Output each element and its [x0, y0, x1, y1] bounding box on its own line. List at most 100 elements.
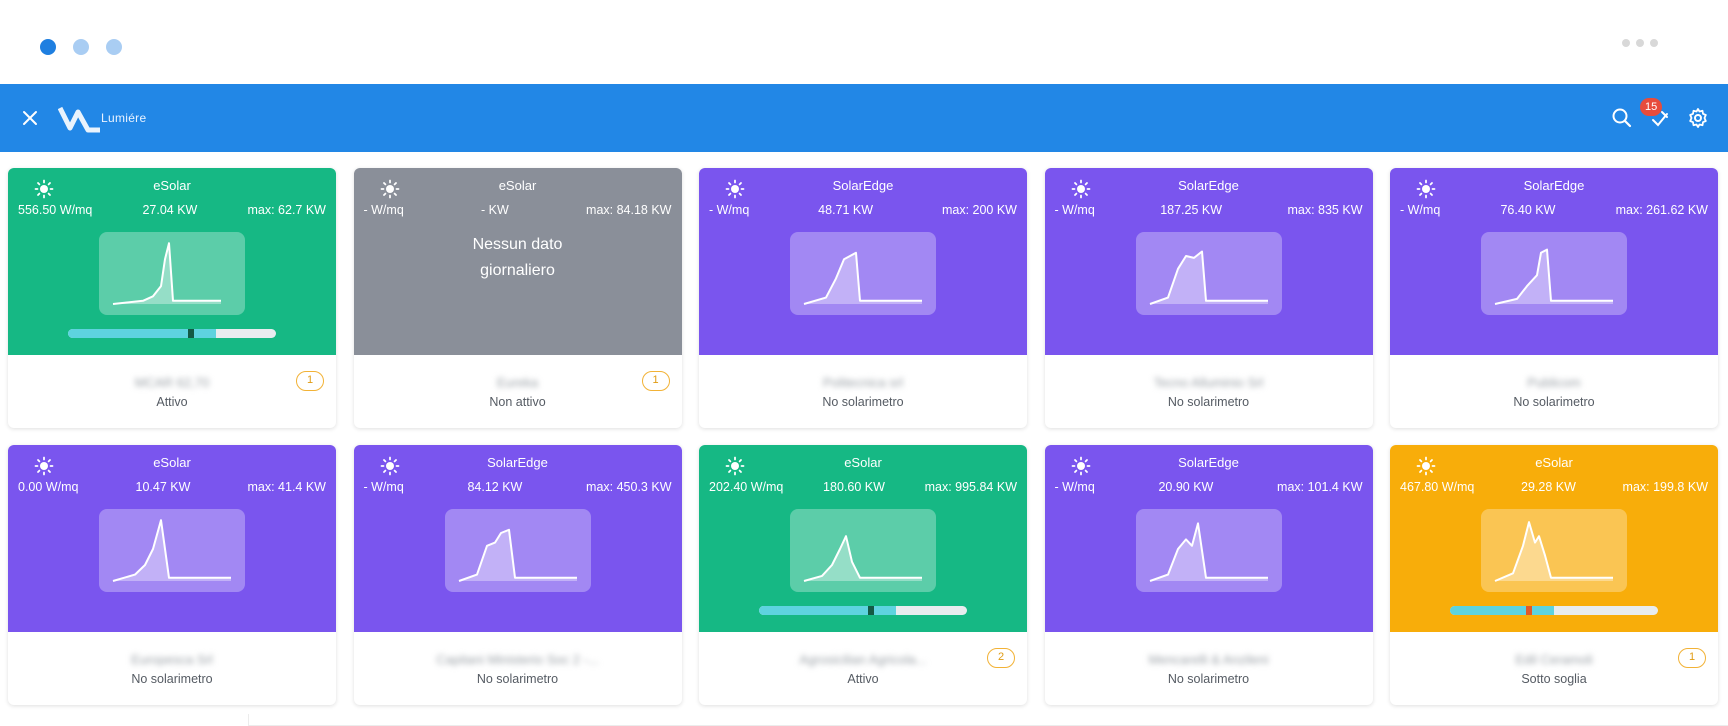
- client-name: Mencarelli & Anzileni: [1148, 652, 1269, 667]
- provider-label: eSolar: [153, 455, 191, 470]
- progress-fill: [1450, 606, 1530, 615]
- irradiance-value: 202.40 W/mq: [709, 480, 784, 494]
- gear-icon[interactable]: [1686, 106, 1710, 130]
- irradiance-value: - W/mq: [363, 203, 404, 217]
- power-value: 27.04 KW: [142, 203, 198, 217]
- max-power-value: max: 199.8 KW: [1622, 480, 1708, 494]
- plant-card[interactable]: eSolar 202.40 W/mq 180.60 KW max: 995.84 KW…: [699, 445, 1027, 705]
- alert-count-pill[interactable]: 2: [987, 648, 1015, 668]
- daily-chart: [1135, 232, 1282, 315]
- status-text: No solarimetro: [1513, 395, 1595, 409]
- window-dot[interactable]: [73, 39, 89, 55]
- close-icon[interactable]: [20, 108, 40, 128]
- card-header: SolarEdge - W/mq 84.12 KW max: 450.3 KW: [353, 445, 682, 632]
- alert-count-pill[interactable]: 1: [1678, 648, 1706, 668]
- production-curve: [112, 519, 231, 582]
- curve-area: [804, 252, 922, 304]
- max-power-value: max: 450.3 KW: [586, 480, 672, 494]
- plant-card[interactable]: SolarEdge - W/mq 84.12 KW max: 450.3 KW Capi…: [353, 445, 682, 705]
- production-curve: [803, 535, 922, 582]
- client-name: MCAR 62,70: [134, 375, 210, 390]
- card-footer: Publicom No solarimetro: [1390, 355, 1718, 428]
- sun-icon: [725, 179, 745, 199]
- curve-area: [1495, 522, 1613, 581]
- plant-card[interactable]: SolarEdge - W/mq 48.71 KW max: 200 KW Polite…: [699, 168, 1027, 428]
- plant-card[interactable]: eSolar 556.50 W/mq 27.04 KW max: 62.7 KW MCA…: [8, 168, 336, 428]
- card-header: SolarEdge - W/mq 76.40 KW max: 261.62 KW: [1390, 168, 1718, 355]
- max-power-value: max: 41.4 KW: [247, 480, 326, 494]
- curve-area: [1149, 523, 1268, 581]
- no-data-message: Nessun dato giornaliero: [354, 232, 682, 284]
- provider-label: eSolar: [498, 178, 537, 193]
- sun-icon: [380, 456, 399, 476]
- power-value: 10.47 KW: [135, 480, 191, 494]
- client-name: Capitani Ministerio Soc 2 -...: [436, 652, 599, 667]
- production-curve: [1494, 521, 1613, 582]
- search-icon[interactable]: [1610, 106, 1634, 130]
- app-header: Lumiére 15: [0, 84, 1728, 152]
- alert-icon[interactable]: [1648, 106, 1672, 130]
- plant-card[interactable]: SolarEdge - W/mq 76.40 KW max: 261.62 KW Pub…: [1390, 168, 1718, 428]
- plant-card[interactable]: eSolar 467.80 W/mq 29.28 KW max: 199.8 KW Ed…: [1390, 445, 1718, 705]
- progress-fill-secondary: [874, 606, 897, 615]
- sun-icon: [380, 179, 399, 199]
- plant-card[interactable]: eSolar 0.00 W/mq 10.47 KW max: 41.4 KW Europ…: [8, 445, 336, 705]
- progress-marker: [187, 329, 194, 338]
- production-curve: [1149, 250, 1268, 305]
- daily-chart: [1481, 232, 1627, 315]
- power-value: 180.60 KW: [823, 480, 885, 494]
- sun-icon: [34, 456, 54, 476]
- app-name: Lumiére: [101, 111, 147, 125]
- more-dots-icon[interactable]: [1622, 39, 1658, 47]
- card-footer: MCAR 62,70 Attivo 1: [8, 355, 336, 428]
- curve-area: [113, 520, 231, 581]
- card-footer: Eureka Non attivo 1: [354, 355, 682, 428]
- max-power-value: max: 995.84 KW: [924, 480, 1017, 494]
- progress-fill-secondary: [193, 329, 216, 338]
- provider-label: SolarEdge: [1178, 455, 1239, 470]
- curve-area: [1495, 249, 1613, 304]
- max-power-value: max: 261.62 KW: [1615, 203, 1708, 217]
- status-text: Attivo: [847, 672, 879, 686]
- max-power-value: max: 200 KW: [941, 203, 1017, 217]
- curve-line: [112, 242, 221, 305]
- status-text: No solarimetro: [1167, 395, 1250, 409]
- plant-card[interactable]: eSolar - W/mq - KW max: 84.18 KW Nessun dato…: [353, 168, 682, 428]
- production-curve: [1494, 248, 1613, 305]
- plant-card[interactable]: SolarEdge - W/mq 20.90 KW max: 101.4 KW Menc…: [1044, 445, 1373, 705]
- plant-card[interactable]: SolarEdge - W/mq 187.25 KW max: 835 KW Tecno…: [1044, 168, 1373, 428]
- provider-label: SolarEdge: [1178, 178, 1239, 193]
- alert-count-pill[interactable]: 1: [641, 371, 670, 391]
- status-text: No solarimetro: [131, 672, 213, 686]
- divider: [248, 714, 249, 726]
- card-header: SolarEdge - W/mq 48.71 KW max: 200 KW: [699, 168, 1027, 355]
- sun-icon: [34, 179, 54, 199]
- sun-icon: [1071, 179, 1090, 199]
- production-progress-bar: [759, 606, 967, 615]
- client-name: Edil Ceramoli: [1515, 652, 1593, 667]
- window-dot[interactable]: [106, 39, 122, 55]
- curve-line: [803, 535, 922, 582]
- curve-line: [1494, 521, 1613, 582]
- progress-fill-secondary: [1532, 606, 1555, 615]
- client-name: Europesca Srl: [131, 652, 213, 667]
- irradiance-value: 467.80 W/mq: [1400, 480, 1475, 494]
- sun-icon: [1416, 179, 1436, 199]
- irradiance-value: 556.50 W/mq: [18, 203, 93, 217]
- daily-chart: [790, 232, 936, 315]
- irradiance-value: - W/mq: [363, 480, 404, 494]
- card-footer: Mencarelli & Anzileni No solarimetro: [1045, 632, 1373, 705]
- curve-line: [1149, 522, 1268, 582]
- progress-fill: [759, 606, 872, 615]
- production-curve: [458, 528, 577, 582]
- card-header: eSolar 556.50 W/mq 27.04 KW max: 62.7 KW: [8, 168, 336, 355]
- power-value: 187.25 KW: [1160, 203, 1223, 217]
- production-progress-bar: [68, 329, 276, 338]
- window-dot-active[interactable]: [40, 39, 56, 55]
- irradiance-value: - W/mq: [1400, 203, 1441, 217]
- card-header: eSolar 202.40 W/mq 180.60 KW max: 995.84 KW: [699, 445, 1027, 632]
- sun-icon: [1071, 456, 1090, 476]
- power-value: 20.90 KW: [1158, 480, 1214, 494]
- alert-count-pill[interactable]: 1: [296, 371, 324, 391]
- client-name: Tecno Alluminio Srl: [1153, 375, 1264, 390]
